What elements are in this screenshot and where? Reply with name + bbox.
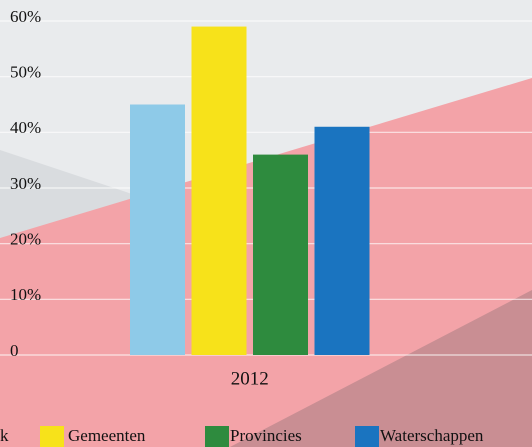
legend-label: k <box>0 426 9 445</box>
bar <box>315 127 370 355</box>
chart: 0 10% 20% 30% 40% 50% 60% 2012 k Gemeenten Provinc… <box>0 0 532 447</box>
bar <box>192 27 247 355</box>
y-tick-label: 10% <box>10 285 41 304</box>
legend-swatch <box>40 426 64 447</box>
y-tick-label: 50% <box>10 63 41 82</box>
legend-label: Waterschappen <box>380 426 484 445</box>
y-tick-label: 30% <box>10 174 41 193</box>
y-tick-label: 40% <box>10 118 41 137</box>
x-tick-label: 2012 <box>231 368 269 389</box>
y-tick-label: 0 <box>10 341 19 360</box>
bar <box>130 105 185 356</box>
bar <box>253 155 308 355</box>
legend-swatch <box>205 426 229 447</box>
legend-label: Provincies <box>230 426 302 445</box>
y-tick-label: 60% <box>10 7 41 26</box>
legend-label: Gemeenten <box>68 426 146 445</box>
legend-swatch <box>355 426 379 447</box>
y-tick-label: 20% <box>10 230 41 249</box>
